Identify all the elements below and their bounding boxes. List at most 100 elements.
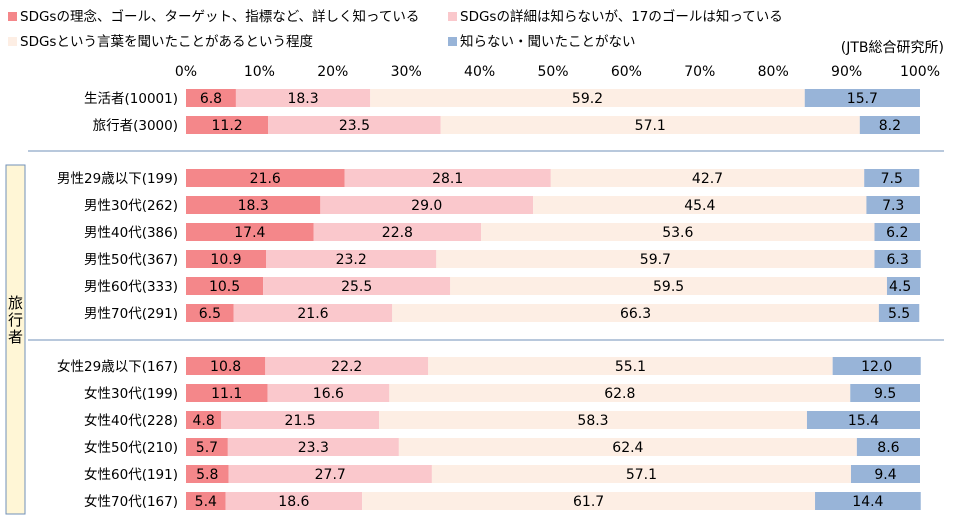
data-label: 14.4: [852, 494, 883, 510]
bar-segment-s3: [379, 411, 807, 429]
bar-segment-s2: [263, 277, 451, 295]
bar-segment-s4: [874, 223, 920, 241]
data-label: 5.8: [196, 467, 218, 483]
data-label: 7.3: [882, 198, 904, 214]
x-tick-label: 20%: [317, 64, 348, 80]
bar-segment-s1: [186, 438, 228, 456]
category-label: 男性60代(333): [84, 279, 178, 295]
legend-swatch-4: [448, 37, 457, 46]
bar-segment-s4: [804, 89, 920, 107]
legend-label-3: SDGsという言葉を聞いたことがあるという程度: [20, 34, 313, 50]
data-label: 42.7: [692, 171, 723, 187]
bar-segment-s1: [186, 277, 264, 295]
bar-segment-s3: [370, 89, 805, 107]
group-separators: [28, 150, 944, 341]
data-label: 7.5: [881, 171, 903, 187]
bar-segment-s1: [186, 304, 234, 322]
data-label: 9.4: [874, 467, 896, 483]
bar-segment-s1: [186, 465, 229, 483]
bar-segment-s4: [815, 492, 921, 510]
bar-segment-s3: [550, 169, 865, 187]
legend-label-1: SDGsの理念、ゴール、ターゲット、指標など、詳しく知っている: [20, 8, 419, 25]
data-label: 17.4: [234, 225, 265, 241]
category-label: 女性70代(167): [84, 493, 178, 510]
bar-segment-s3: [392, 304, 879, 322]
category-label: 男性40代(386): [84, 225, 178, 241]
x-tick-label: 90%: [831, 64, 862, 80]
data-label: 59.2: [572, 91, 603, 107]
data-label: 11.2: [212, 118, 243, 134]
data-label: 57.1: [626, 467, 657, 483]
bar-segment-s2: [225, 492, 363, 510]
data-label: 53.6: [662, 225, 693, 241]
data-label: 18.3: [287, 91, 318, 107]
x-tick-label: 40%: [464, 64, 495, 80]
bar-segment-s3: [440, 116, 860, 134]
bar-segment-s4: [874, 250, 921, 268]
bar-segment-s2: [221, 411, 380, 429]
x-tick-label: 0%: [175, 64, 197, 80]
bar-segment-s2: [267, 384, 390, 402]
category-label: 生活者(10001): [84, 91, 178, 107]
bar-segment-s2: [235, 89, 371, 107]
data-label: 5.7: [196, 440, 218, 456]
bar-segment-s3: [428, 357, 833, 375]
legend-label-2: SDGsの詳細は知らないが、17のゴールは知っている: [460, 8, 783, 25]
data-label: 4.5: [889, 279, 911, 295]
category-labels: 生活者(10001) 旅行者(3000) 男性29歳以下(199) 男性30代(262…: [57, 91, 178, 510]
data-label: 15.7: [847, 91, 878, 107]
bar-segment-s1: [186, 492, 226, 510]
category-label: 女性60代(191): [84, 466, 178, 483]
category-label: 女性50代(210): [84, 439, 178, 456]
chart-legend: SDGsの理念、ゴール、ターゲット、指標など、詳しく知っている SDGsの詳細は知…: [8, 8, 783, 50]
bar-segment-s4: [866, 196, 920, 214]
bar-segment-s2: [228, 465, 432, 483]
bar-segment-s4: [878, 304, 920, 322]
data-label: 59.5: [653, 279, 684, 295]
data-label: 21.6: [250, 171, 281, 187]
category-label: 女性30代(199): [84, 385, 178, 402]
category-label: 旅行者(3000): [93, 118, 178, 134]
x-axis-tick-labels: 0% 10% 20% 30% 40% 50% 60% 70% 80% 90% 100%: [175, 64, 940, 80]
data-label: 62.8: [604, 386, 635, 402]
data-label: 6.8: [200, 91, 222, 107]
bar-segment-s1: [186, 357, 266, 375]
bar-segment-s3: [481, 223, 875, 241]
bar-segment-s4: [851, 465, 920, 483]
data-label: 21.5: [285, 413, 316, 429]
category-label: 男性50代(367): [84, 252, 178, 268]
category-label: 女性29歳以下(167): [57, 358, 178, 375]
bar-segment-s3: [436, 250, 875, 268]
bar-segment-s1: [186, 411, 222, 429]
data-label: 4.8: [192, 413, 214, 429]
data-label: 45.4: [684, 198, 715, 214]
legend-label-4: 知らない・聞いたことがない: [460, 33, 636, 50]
bar-segment-s1: [186, 223, 314, 241]
legend-swatch-2: [448, 12, 457, 21]
traveler-group-box: [5, 164, 26, 515]
bar-segment-s2: [266, 250, 437, 268]
data-label: 21.6: [297, 306, 328, 322]
x-tick-label: 80%: [758, 64, 789, 80]
x-tick-label: 30%: [391, 64, 422, 80]
data-label: 18.3: [238, 198, 269, 214]
bar-segment-s4: [832, 357, 921, 375]
traveler-group-label: 旅行者: [8, 294, 23, 346]
data-label: 6.2: [886, 225, 908, 241]
bar-segment-s2: [268, 116, 441, 134]
bar-segment-s4: [850, 384, 920, 402]
x-tick-label: 10%: [244, 64, 275, 80]
data-label: 25.5: [341, 279, 372, 295]
data-label: 57.1: [635, 118, 666, 134]
data-label: 10.9: [210, 252, 241, 268]
bars: 6.8 18.3 59.2 15.7 11.2 23.5 57.1 8.2 21.6 28.1 42…: [186, 89, 921, 510]
data-label: 27.7: [315, 467, 346, 483]
category-label: 男性70代(291): [84, 306, 178, 322]
traveler-group-bracket: 旅行者: [5, 164, 26, 515]
bar-segment-s3: [533, 196, 867, 214]
bar-segment-s3: [450, 277, 887, 295]
bar-segment-s3: [398, 438, 857, 456]
data-label: 29.0: [411, 198, 442, 214]
legend-swatch-3: [8, 37, 17, 46]
